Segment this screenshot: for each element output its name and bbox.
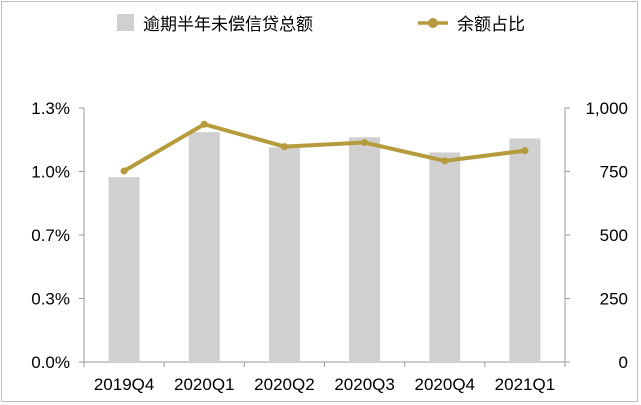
x-tick-label: 2020Q4	[415, 375, 476, 394]
line-point	[280, 143, 288, 151]
left-tick-label: 1.0%	[31, 163, 70, 182]
legend: 逾期半年未偿信贷总额 余额占比	[117, 14, 525, 35]
right-tick-label: 0	[619, 353, 628, 372]
line-point	[120, 167, 128, 175]
left-tick-label: 1.3%	[31, 99, 70, 118]
bar	[429, 152, 461, 362]
tick-labels: 0.0% 0.3% 0.7% 1.0% 1.3% 0 250 500 750 1,000 2019Q…	[31, 99, 628, 394]
line-point	[361, 139, 369, 147]
axes	[79, 107, 570, 367]
legend-bar-label: 逾期半年未偿信贷总额	[143, 15, 313, 35]
legend-bar-swatch	[117, 14, 134, 31]
x-tick-label: 2020Q1	[174, 375, 235, 394]
line-series	[120, 120, 529, 175]
x-tick-label: 2020Q2	[254, 375, 315, 394]
x-tick-label: 2019Q4	[94, 375, 155, 394]
right-tick-label: 500	[600, 226, 628, 245]
left-tick-label: 0.0%	[31, 353, 70, 372]
ratio-line	[122, 122, 527, 173]
bar	[509, 138, 541, 362]
legend-line-marker	[428, 18, 438, 28]
line-point	[200, 120, 208, 128]
legend-line-label: 余额占比	[457, 15, 525, 35]
bar	[108, 177, 140, 362]
x-tick-label: 2021Q1	[495, 375, 556, 394]
right-tick-label: 750	[600, 163, 628, 182]
line-point	[441, 157, 449, 165]
right-tick-label: 250	[600, 290, 628, 309]
bar-series	[108, 132, 541, 362]
left-tick-label: 0.7%	[31, 226, 70, 245]
bar	[349, 137, 381, 362]
x-tick-label: 2020Q3	[334, 375, 395, 394]
bar	[268, 147, 300, 362]
right-tick-label: 1,000	[585, 99, 628, 118]
line-point	[521, 147, 529, 155]
left-tick-label: 0.3%	[31, 290, 70, 309]
bar	[188, 132, 220, 362]
